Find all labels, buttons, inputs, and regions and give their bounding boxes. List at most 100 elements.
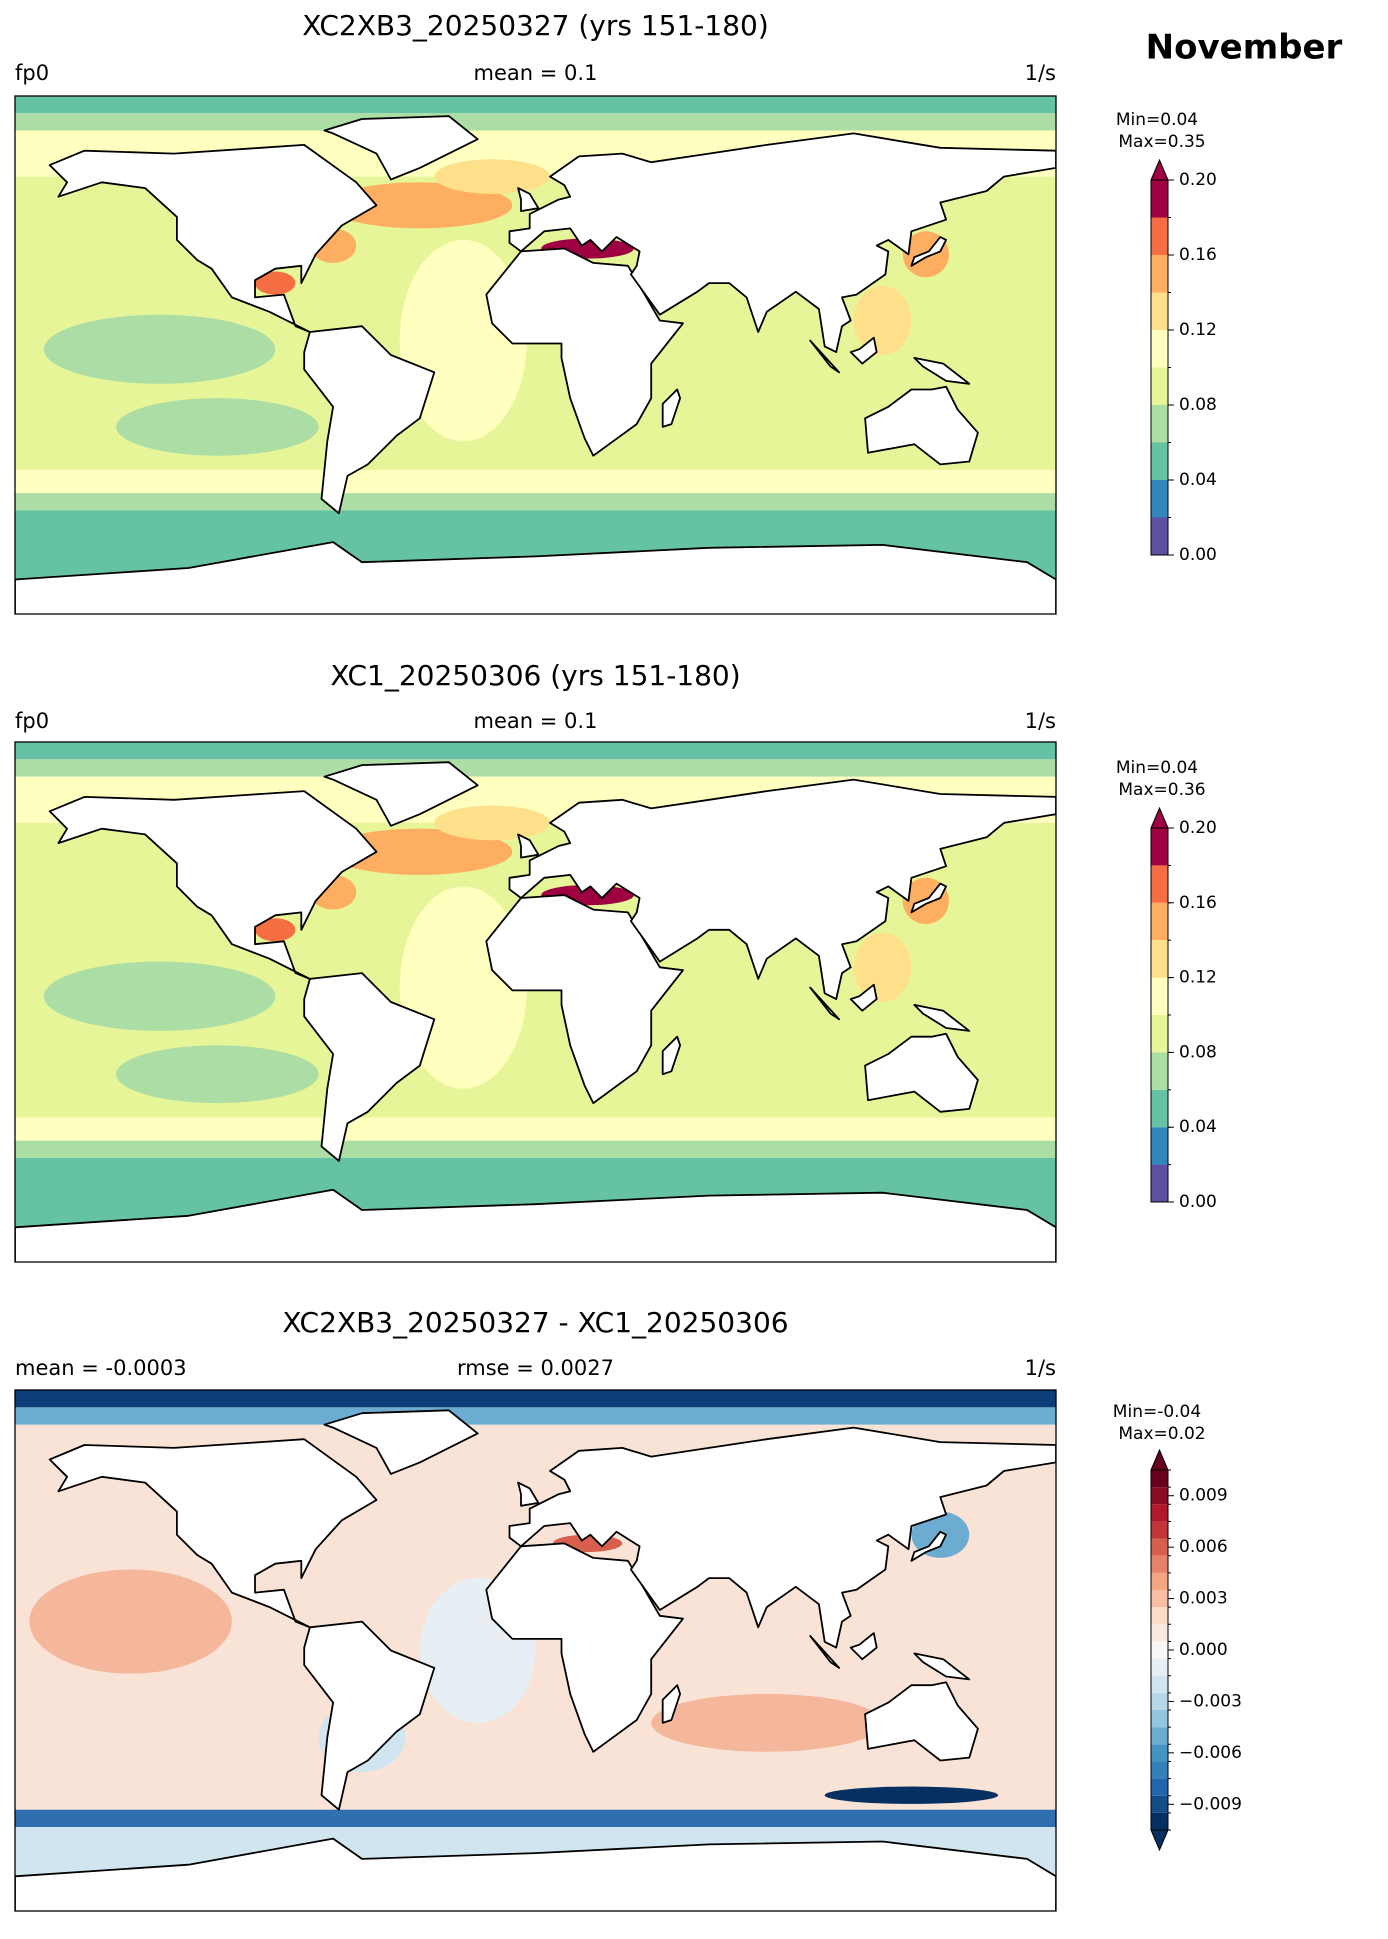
colorbar-bin bbox=[1151, 517, 1168, 555]
colorbar-bin bbox=[1151, 1641, 1168, 1659]
min-label: Min=-0.04 bbox=[1113, 1402, 1201, 1422]
colorbar-bin bbox=[1151, 1761, 1168, 1779]
map-frame bbox=[14, 1389, 1057, 1912]
land bbox=[849, 336, 878, 365]
ocean-patch bbox=[327, 828, 513, 875]
ocean-band bbox=[15, 759, 1056, 777]
colorbar-bin bbox=[1151, 1015, 1168, 1053]
colorbar-bin bbox=[1151, 1470, 1168, 1488]
colorbar-tick-label: 0.009 bbox=[1179, 1486, 1228, 1506]
colorbar-bin bbox=[1151, 405, 1168, 443]
ocean-patch bbox=[327, 182, 513, 229]
land bbox=[303, 325, 436, 515]
colorbar-tick-label: 0.20 bbox=[1179, 818, 1217, 838]
colorbar-bin bbox=[1151, 1089, 1168, 1128]
colorbar-bin bbox=[1151, 442, 1168, 480]
max-label: Max=0.02 bbox=[1118, 1424, 1205, 1444]
ocean-patch bbox=[853, 932, 912, 1002]
colorbar-bin bbox=[1151, 1744, 1168, 1762]
colorbar-bin bbox=[1151, 255, 1168, 293]
land bbox=[849, 983, 878, 1012]
colorbar-bin bbox=[1151, 1555, 1168, 1573]
land bbox=[48, 143, 378, 333]
colorbar-bin bbox=[1151, 292, 1168, 330]
colorbar-tick-label: 0.16 bbox=[1179, 245, 1217, 265]
ocean-band bbox=[15, 1117, 1056, 1141]
ocean-patch bbox=[116, 1045, 319, 1104]
colorbar-extend-min bbox=[1150, 1829, 1169, 1852]
ocean-patch bbox=[255, 918, 296, 942]
land bbox=[48, 1438, 378, 1629]
land bbox=[910, 236, 947, 267]
center-label: mean = 0.1 bbox=[474, 61, 598, 85]
land bbox=[15, 1188, 1056, 1262]
colorbar-bin bbox=[1151, 1127, 1168, 1165]
panel-title: XC1_20250306 (yrs 151-180) bbox=[330, 659, 740, 692]
colorbar-bin bbox=[1151, 865, 1168, 903]
ocean-patch bbox=[824, 1786, 999, 1804]
center-label: mean = 0.1 bbox=[474, 709, 598, 733]
land bbox=[809, 986, 840, 1021]
min-label: Min=0.04 bbox=[1116, 110, 1198, 130]
land bbox=[517, 833, 540, 859]
colorbar-bin bbox=[1151, 1052, 1168, 1090]
ocean-patch bbox=[434, 159, 550, 194]
map-frame bbox=[14, 95, 1057, 615]
land bbox=[661, 1035, 681, 1076]
left-label: mean = -0.0003 bbox=[15, 1356, 187, 1380]
ocean-band bbox=[15, 1809, 1056, 1828]
ocean-band bbox=[15, 113, 1056, 131]
land bbox=[15, 541, 1056, 614]
ocean-band bbox=[15, 1407, 1056, 1425]
colorbar-tick-label: 0.04 bbox=[1179, 1117, 1217, 1137]
colorbar-extend-max bbox=[1150, 806, 1169, 829]
land bbox=[485, 1542, 684, 1753]
colorbar-bin bbox=[1151, 1521, 1168, 1539]
right-label: 1/s bbox=[1025, 1356, 1056, 1380]
colorbar-tick-label: 0.08 bbox=[1179, 1042, 1217, 1062]
ocean-band bbox=[15, 493, 1056, 511]
land bbox=[809, 1635, 840, 1669]
colorbar-bin bbox=[1151, 902, 1168, 941]
ocean-band bbox=[15, 1140, 1056, 1158]
colorbar-tick-label: 0.08 bbox=[1179, 395, 1217, 415]
ocean-patch bbox=[853, 285, 912, 355]
panel-title: XC2XB3_20250327 (yrs 151-180) bbox=[302, 9, 769, 42]
colorbar-bin bbox=[1151, 1675, 1168, 1693]
map-frame bbox=[14, 741, 1057, 1263]
colorbar-bin bbox=[1151, 1795, 1168, 1813]
land bbox=[864, 1032, 979, 1113]
ocean-patch bbox=[43, 314, 276, 384]
map-layer bbox=[15, 742, 1056, 1262]
ocean-band bbox=[15, 1390, 1056, 1408]
colorbar-tick-label: 0.16 bbox=[1179, 893, 1217, 913]
map-layer bbox=[15, 1390, 1056, 1911]
ocean-patch bbox=[43, 961, 276, 1031]
min-label: Min=0.04 bbox=[1116, 758, 1198, 778]
ocean-patch bbox=[434, 805, 550, 841]
colorbar-extend-max bbox=[1150, 158, 1169, 181]
colorbar-tick-label: 0.006 bbox=[1179, 1537, 1228, 1557]
colorbar-bin bbox=[1151, 1572, 1168, 1590]
land bbox=[864, 1681, 979, 1762]
max-label: Max=0.36 bbox=[1118, 780, 1205, 800]
land bbox=[485, 247, 684, 457]
colorbar-tick-label: 0.12 bbox=[1179, 968, 1217, 988]
land bbox=[323, 115, 479, 181]
ocean-band bbox=[15, 742, 1056, 760]
land bbox=[661, 388, 681, 428]
land bbox=[508, 778, 1056, 1000]
land bbox=[323, 761, 479, 827]
colorbar-bin bbox=[1151, 1812, 1168, 1830]
ocean-patch bbox=[255, 271, 296, 295]
land bbox=[913, 1652, 971, 1681]
colorbar-tick-label: 0.000 bbox=[1179, 1640, 1228, 1660]
ocean-patch bbox=[116, 398, 319, 456]
left-label: fp0 bbox=[15, 709, 49, 733]
land bbox=[303, 972, 436, 1162]
ocean-patch bbox=[651, 1693, 883, 1752]
land bbox=[913, 356, 971, 385]
panel-title: XC2XB3_20250327 - XC1_20250306 bbox=[282, 1306, 788, 1339]
map-layer bbox=[15, 96, 1056, 614]
